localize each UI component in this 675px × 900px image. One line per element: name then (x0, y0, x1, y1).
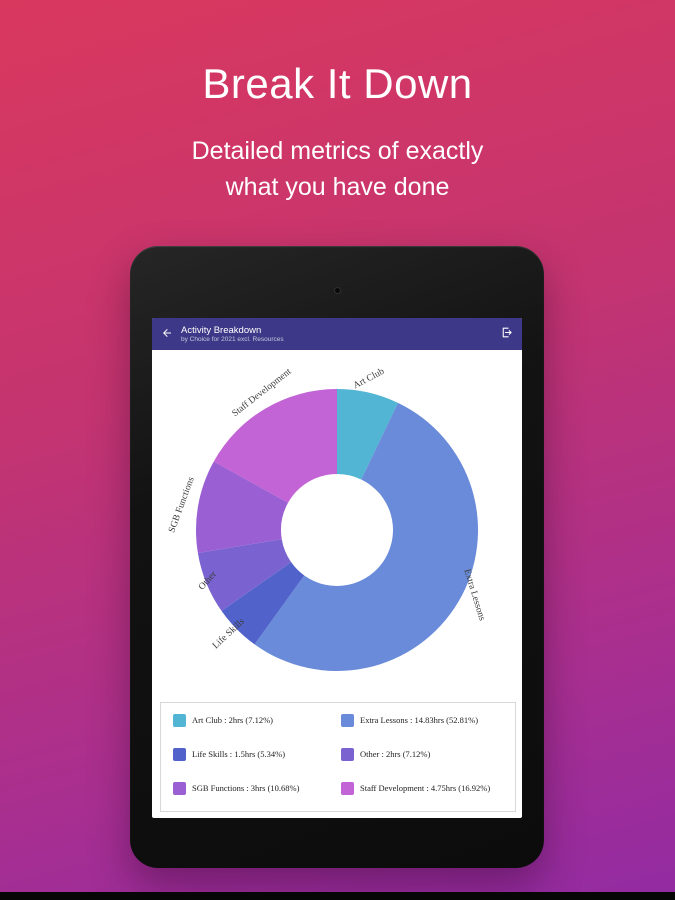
chart-legend: Art Club : 2hrs (7.12%) Extra Lessons : … (160, 702, 516, 812)
legend-item[interactable]: Extra Lessons : 14.83hrs (52.81%) (341, 713, 515, 727)
pie-slice-extra-lessons[interactable] (254, 402, 479, 672)
legend-label: Other : 2hrs (7.12%) (360, 749, 431, 759)
pie-slice-art-club[interactable] (337, 389, 398, 480)
chart-area: Art Club Extra Lessons Life Skills Other… (152, 350, 522, 700)
legend-item[interactable]: Life Skills : 1.5hrs (5.34%) (173, 747, 341, 761)
donut-chart[interactable] (152, 350, 522, 700)
legend-item[interactable]: Other : 2hrs (7.12%) (341, 747, 515, 761)
hero-subtitle-line-2: what you have done (225, 173, 450, 201)
app-bar: Activity Breakdown by Choice for 2021 ex… (152, 318, 522, 350)
legend-item[interactable]: Staff Development : 4.75hrs (16.92%) (341, 781, 515, 795)
bottom-bar (0, 892, 675, 900)
tablet-mockup: Activity Breakdown by Choice for 2021 ex… (130, 246, 544, 868)
legend-item[interactable]: Art Club : 2hrs (7.12%) (173, 713, 341, 727)
app-bar-title: Activity Breakdown (181, 324, 262, 336)
tablet-camera (334, 287, 341, 294)
app-bar-subtitle: by Choice for 2021 excl. Resources (181, 335, 284, 343)
back-button[interactable] (161, 327, 173, 342)
arrow-left-icon (161, 327, 173, 342)
logout-icon (500, 326, 513, 342)
legend-swatch (341, 713, 354, 727)
legend-swatch (173, 713, 186, 727)
legend-label: Extra Lessons : 14.83hrs (52.81%) (360, 715, 479, 725)
pie-slice-life-skills[interactable] (221, 562, 305, 645)
legend-label: Staff Development : 4.75hrs (16.92%) (360, 783, 491, 793)
app-screen: Activity Breakdown by Choice for 2021 ex… (152, 318, 522, 818)
legend-swatch (173, 747, 186, 761)
legend-swatch (341, 781, 354, 795)
pie-slice-other[interactable] (197, 539, 292, 611)
legend-label: Life Skills : 1.5hrs (5.34%) (192, 749, 286, 759)
app-bar-titles: Activity Breakdown by Choice for 2021 ex… (181, 325, 284, 344)
hero-subtitle: Detailed metrics of exactly what you hav… (0, 133, 675, 205)
legend-swatch (341, 747, 354, 761)
hero-title: Break It Down (202, 60, 473, 107)
legend-label: Art Club : 2hrs (7.12%) (192, 715, 273, 725)
logout-button[interactable] (500, 326, 513, 342)
legend-swatch (173, 781, 186, 795)
legend-item[interactable]: SGB Functions : 3hrs (10.68%) (173, 781, 341, 795)
pie-slice-sgb-functions[interactable] (195, 461, 289, 553)
legend-label: SGB Functions : 3hrs (10.68%) (192, 783, 300, 793)
pie-slice-staff-development[interactable] (213, 389, 337, 503)
hero-subtitle-line-1: Detailed metrics of exactly (191, 137, 484, 165)
